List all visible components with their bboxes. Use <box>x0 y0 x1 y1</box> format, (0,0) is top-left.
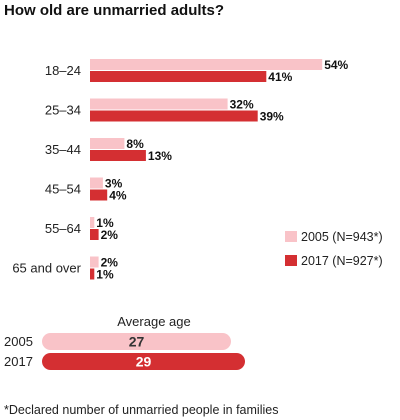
category-label: 35–44 <box>45 142 81 157</box>
category-label: 45–54 <box>45 182 81 197</box>
average-age-value: 29 <box>136 354 152 370</box>
legend-swatch <box>285 255 297 266</box>
data-label: 4% <box>109 189 127 203</box>
category-label: 25–34 <box>45 103 81 118</box>
data-label: 2% <box>101 228 119 242</box>
bar-2005-1 <box>90 59 323 70</box>
legend-label: 2017 (N=927*) <box>301 254 383 268</box>
bar-2017-5 <box>90 229 99 240</box>
average-age-value: 27 <box>129 334 145 350</box>
data-label: 1% <box>96 268 114 282</box>
bar-2017-1 <box>90 71 267 82</box>
bar-2005-3 <box>90 138 125 149</box>
data-label: 8% <box>126 137 144 151</box>
footnote: *Declared number of unmarried people in … <box>4 403 278 417</box>
bar-2017-6 <box>90 268 95 280</box>
data-label: 2% <box>101 256 119 270</box>
category-label: 65 and over <box>12 261 81 276</box>
bar-2005-5 <box>90 217 95 228</box>
bar-2017-4 <box>90 189 108 201</box>
bar-2005-2 <box>90 98 228 110</box>
data-label: 39% <box>260 110 284 124</box>
data-label: 41% <box>268 70 292 84</box>
bar-2017-2 <box>90 110 258 122</box>
average-age-bar-2017 <box>42 353 245 370</box>
average-age-title: Average age <box>117 314 191 329</box>
data-label: 3% <box>105 177 123 191</box>
bar-plot-area: 18–24 54% 41% 25–34 32% 39% 35–44 8% 13% 45–54 3%4… <box>12 58 348 282</box>
bar-2017-3 <box>90 150 146 161</box>
chart-title: How old are unmarried adults? <box>4 2 224 19</box>
average-age-year: 2005 <box>4 334 33 349</box>
data-label: 13% <box>148 149 172 163</box>
average-age-year: 2017 <box>4 354 33 369</box>
data-label: 1% <box>96 216 114 230</box>
legend-swatch <box>285 231 297 242</box>
category-label: 18–24 <box>45 63 81 78</box>
legend: 2005 (N=943*) 2017 (N=927*) <box>285 230 383 268</box>
average-age-bar-2005 <box>42 333 231 350</box>
data-label: 32% <box>230 98 254 112</box>
legend-label: 2005 (N=943*) <box>301 230 383 244</box>
data-label: 54% <box>324 58 348 72</box>
average-age-plot: 2005 27 2017 29 <box>4 333 245 370</box>
bar-2005-6 <box>90 256 99 268</box>
bar-2005-4 <box>90 177 103 189</box>
category-label: 55–64 <box>45 221 81 236</box>
